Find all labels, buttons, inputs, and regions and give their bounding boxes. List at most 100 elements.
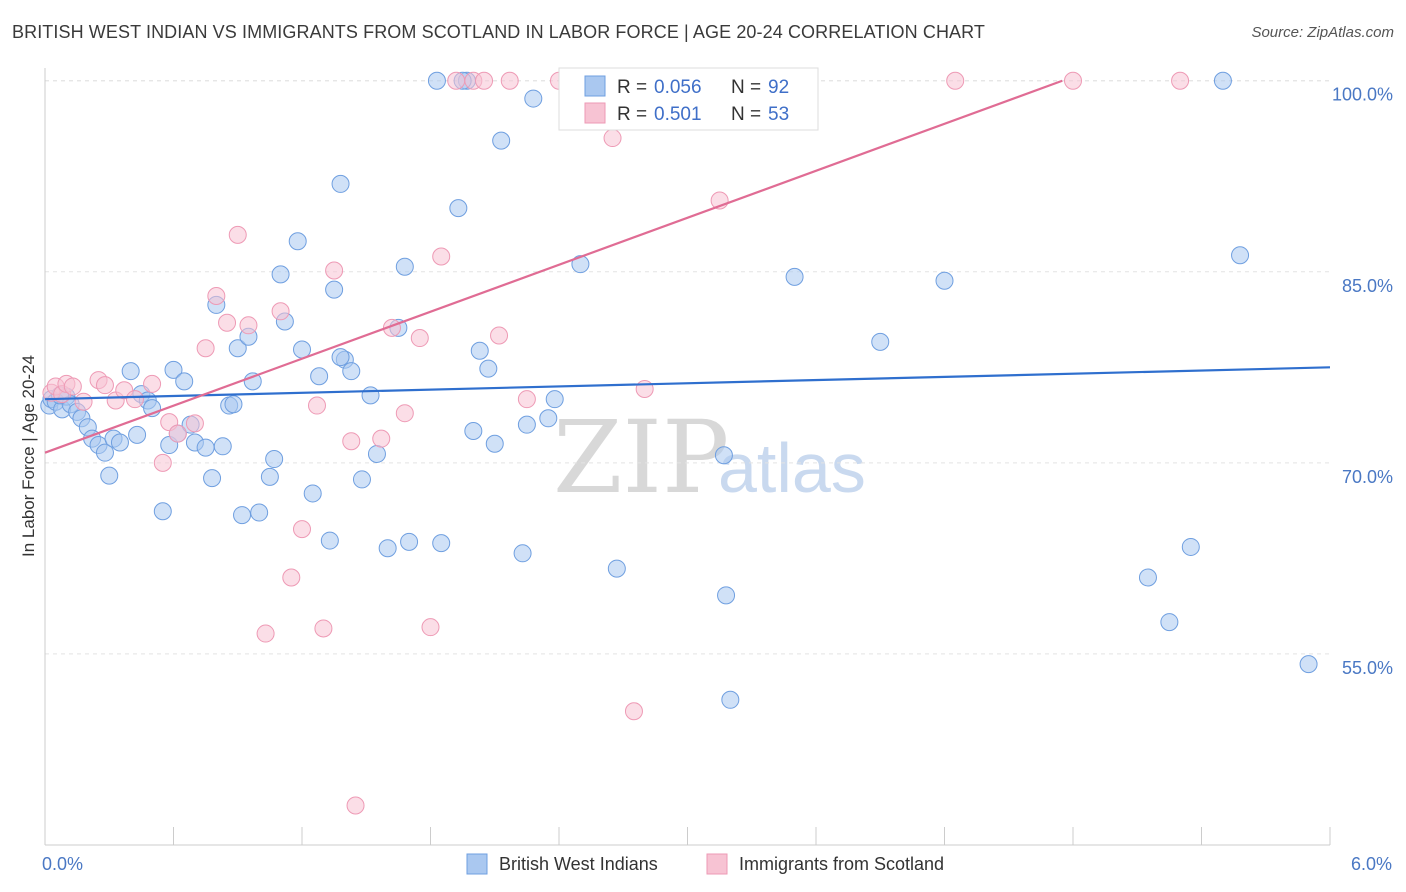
point-scot-11 (143, 374, 162, 393)
point-bwi-56 (449, 199, 468, 218)
point-bwi-23 (175, 372, 194, 391)
point-scot-29 (346, 796, 365, 815)
legend-r-label-2: R = (617, 104, 647, 125)
point-bwi-43 (320, 531, 339, 550)
legend-r-value-1: 0.056 (654, 77, 702, 98)
point-bwi-34 (250, 503, 269, 522)
point-bwi-60 (479, 359, 498, 378)
point-bwi-28 (213, 437, 232, 456)
legend-r-value-2: 0.501 (654, 104, 702, 125)
point-bwi-48 (352, 470, 371, 489)
point-bwi-25 (196, 438, 215, 457)
point-scot-14 (168, 424, 187, 443)
point-scot-17 (207, 287, 226, 306)
point-scot-39 (500, 71, 519, 90)
legend-swatch-pink (584, 102, 606, 124)
legend-r-label-1: R = (617, 77, 647, 98)
point-bwi-59 (470, 341, 489, 360)
gridlines (45, 80, 1330, 655)
point-bwi-83 (721, 690, 740, 709)
point-bwi-81 (1231, 246, 1250, 265)
point-scot-45 (624, 702, 643, 721)
point-scot-34 (421, 618, 440, 637)
point-scot-22 (271, 302, 290, 321)
x-ticks (44, 827, 1331, 845)
stats-legend: R = 0.056 N = 92 R = 0.501 N = 53 (558, 67, 819, 131)
y-tick-labels: 55.0% 70.0% 85.0% 100.0% (1332, 85, 1393, 678)
series-legend: British West Indians Immigrants from Sco… (466, 853, 944, 875)
point-bwi-62 (492, 131, 511, 150)
point-bwi-77 (1138, 568, 1157, 587)
chart-source: Source: ZipAtlas.com (1251, 24, 1394, 41)
point-bwi-51 (378, 539, 397, 558)
point-scot-28 (342, 432, 361, 451)
point-scot-46 (635, 379, 654, 398)
bottom-legend-label-1: British West Indians (499, 854, 658, 874)
point-bwi-72 (714, 446, 733, 465)
point-bwi-84 (331, 348, 350, 367)
point-scot-20 (239, 316, 258, 335)
point-bwi-75 (871, 332, 890, 351)
point-bwi-37 (271, 265, 290, 284)
point-bwi-70 (607, 559, 626, 578)
series-immigrants-from-scotland (42, 71, 1190, 815)
point-bwi-87 (128, 425, 147, 444)
point-bwi-42 (310, 367, 329, 386)
point-bwi-79 (1181, 537, 1200, 556)
point-bwi-50 (367, 444, 386, 463)
point-bwi-30 (228, 339, 247, 358)
point-scot-12 (153, 453, 172, 472)
point-bwi-49 (361, 386, 380, 405)
point-scot-4 (63, 377, 82, 396)
point-scot-30 (372, 429, 391, 448)
point-bwi-73 (717, 586, 736, 605)
watermark-atlas: atlas (718, 429, 866, 507)
x-tick-label-min: 0.0% (42, 854, 83, 874)
point-bwi-36 (265, 450, 284, 469)
bottom-legend-swatch-pink (706, 853, 728, 875)
point-bwi-78 (1160, 613, 1179, 632)
point-scot-18 (218, 313, 237, 332)
point-bwi-39 (288, 232, 307, 251)
point-scot-50 (1064, 71, 1082, 90)
watermark-zip: ZIP (553, 399, 729, 516)
point-bwi-67 (545, 390, 564, 409)
series-british-west-indians (40, 71, 1318, 709)
y-tick-label-0: 55.0% (1342, 658, 1393, 678)
point-scot-19 (228, 225, 247, 244)
legend-n-label-2: N = (731, 104, 761, 125)
point-bwi-65 (524, 89, 543, 108)
point-bwi-82 (1299, 655, 1318, 674)
point-scot-7 (95, 376, 114, 395)
point-bwi-74 (785, 267, 804, 286)
point-bwi-80 (1213, 71, 1232, 90)
bottom-legend-swatch-blue (466, 853, 488, 875)
legend-n-label-1: N = (731, 77, 761, 98)
point-scot-5 (74, 392, 93, 411)
point-scot-38 (475, 71, 494, 90)
y-tick-label-2: 85.0% (1342, 276, 1393, 296)
point-scot-26 (314, 619, 333, 638)
point-bwi-53 (395, 257, 414, 276)
point-bwi-35 (260, 467, 279, 486)
legend-n-value-1: 92 (768, 77, 789, 98)
point-scot-40 (517, 390, 536, 409)
point-bwi-61 (485, 434, 504, 453)
point-scot-27 (325, 261, 344, 280)
point-scot-33 (410, 329, 429, 348)
point-bwi-58 (464, 422, 483, 441)
legend-swatch-blue (584, 75, 606, 97)
trendline-bwi (44, 366, 1331, 401)
point-bwi-85 (224, 395, 243, 414)
point-bwi-15 (121, 362, 140, 381)
y-tick-label-3: 100.0% (1332, 85, 1393, 105)
point-bwi-21 (164, 360, 183, 379)
y-axis-title: In Labor Force | Age 20-24 (19, 355, 38, 557)
point-bwi-12 (100, 466, 119, 485)
point-scot-36 (447, 71, 466, 90)
point-bwi-45 (331, 174, 350, 193)
point-scot-51 (1171, 71, 1190, 90)
watermark: ZIP atlas (553, 399, 866, 516)
point-bwi-33 (243, 372, 262, 391)
